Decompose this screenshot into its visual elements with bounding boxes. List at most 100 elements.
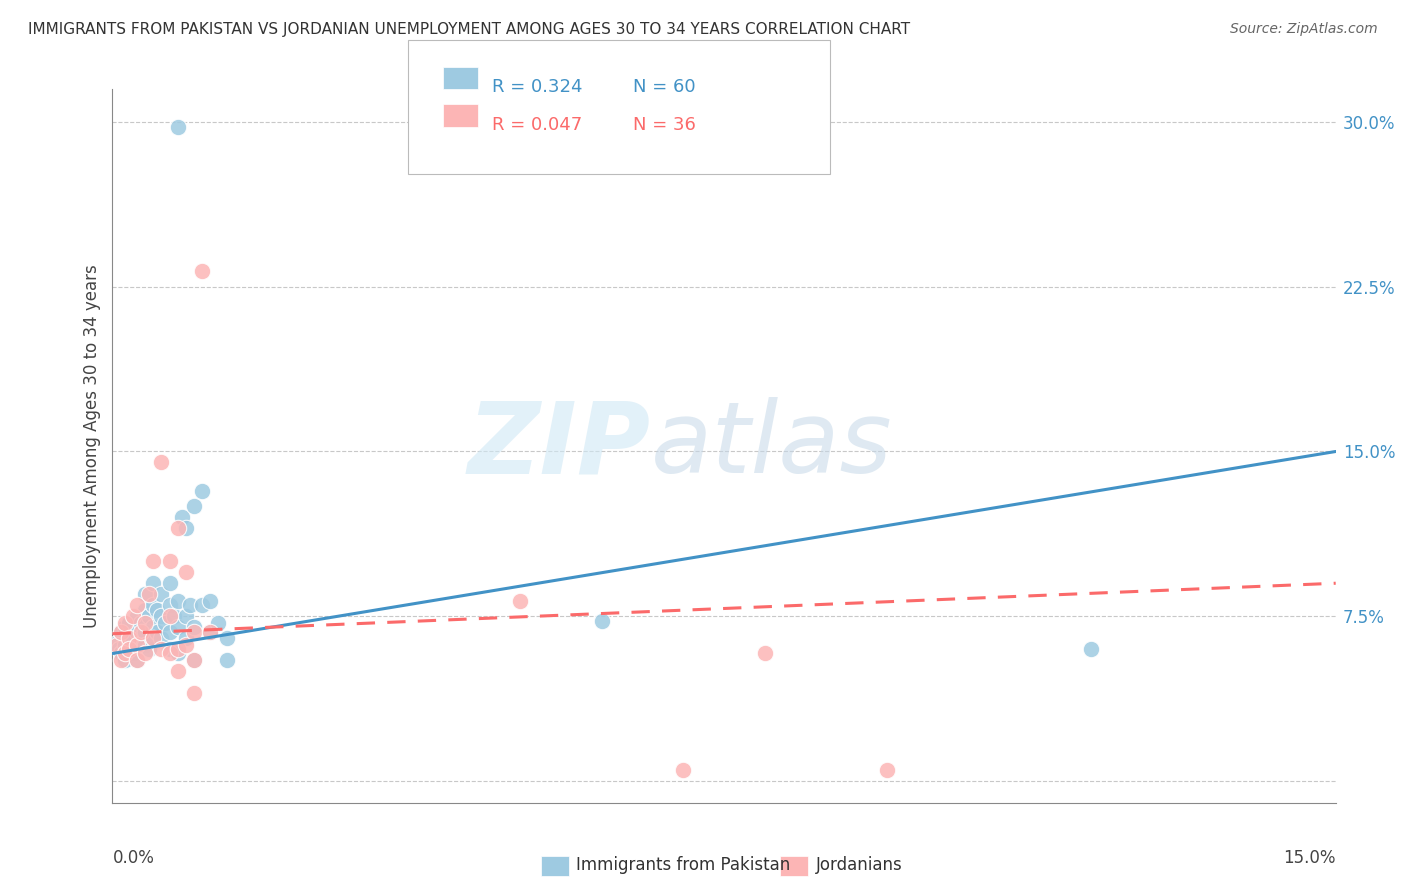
Point (159, 624, 181, 639)
Point (215, 653, 238, 667)
Point (174, 631, 197, 645)
Point (134, 615, 156, 630)
Point (509, 594, 531, 608)
Point (591, 614, 613, 628)
Point (159, 554, 181, 568)
Point (122, 631, 145, 645)
Point (166, 664, 188, 678)
Point (142, 620, 165, 634)
Point (183, 620, 205, 634)
Point (118, 635, 141, 649)
Point (166, 521, 188, 535)
Text: R = 0.047: R = 0.047 (492, 116, 582, 134)
Point (114, 615, 136, 630)
Point (159, 642, 181, 657)
Text: N = 60: N = 60 (633, 78, 696, 96)
Point (174, 638, 197, 652)
Point (191, 598, 214, 612)
Text: IMMIGRANTS FROM PAKISTAN VS JORDANIAN UNEMPLOYMENT AMONG AGES 30 TO 34 YEARS COR: IMMIGRANTS FROM PAKISTAN VS JORDANIAN UN… (28, 22, 910, 37)
Point (146, 602, 169, 616)
Point (125, 653, 148, 667)
Point (166, 642, 188, 657)
Point (146, 624, 169, 639)
Text: atlas: atlas (651, 398, 893, 494)
Point (191, 264, 214, 278)
Point (207, 615, 229, 630)
Point (125, 638, 148, 652)
Point (110, 647, 132, 661)
Point (138, 609, 160, 624)
Point (125, 653, 148, 667)
Point (142, 554, 165, 568)
Point (150, 455, 173, 469)
Point (159, 609, 181, 624)
Text: Jordanians: Jordanians (815, 856, 903, 874)
Point (114, 653, 136, 667)
Point (125, 598, 148, 612)
Point (170, 510, 193, 524)
Point (166, 594, 188, 608)
Text: ZIP: ZIP (468, 398, 651, 494)
Point (105, 638, 128, 652)
Point (215, 631, 238, 645)
Point (183, 500, 205, 514)
Point (159, 647, 181, 661)
Point (166, 120, 188, 134)
Point (672, 763, 695, 777)
Point (174, 521, 197, 535)
Point (142, 598, 165, 612)
Point (183, 686, 205, 700)
Point (183, 653, 205, 667)
Point (183, 624, 205, 639)
Point (129, 624, 152, 639)
Text: Immigrants from Pakistan: Immigrants from Pakistan (576, 856, 790, 874)
Point (142, 576, 165, 591)
Point (179, 598, 201, 612)
Point (155, 615, 177, 630)
Point (174, 566, 197, 580)
Point (110, 624, 132, 639)
Point (110, 624, 132, 639)
Point (114, 638, 136, 652)
Point (159, 576, 181, 591)
Text: R = 0.324: R = 0.324 (492, 78, 582, 96)
Point (191, 483, 214, 498)
Point (118, 631, 141, 645)
Point (118, 615, 141, 630)
Point (1080, 642, 1102, 657)
Point (166, 620, 188, 634)
Point (134, 647, 156, 661)
Point (108, 642, 131, 657)
Point (110, 653, 132, 667)
Point (183, 653, 205, 667)
Point (163, 609, 186, 624)
Text: Source: ZipAtlas.com: Source: ZipAtlas.com (1230, 22, 1378, 37)
Point (118, 647, 141, 661)
Text: N = 36: N = 36 (633, 116, 696, 134)
Point (150, 609, 173, 624)
Point (159, 598, 181, 612)
Point (134, 638, 156, 652)
Point (142, 631, 165, 645)
Point (134, 602, 156, 616)
Point (134, 624, 156, 639)
Point (200, 594, 222, 608)
Point (125, 609, 148, 624)
Point (134, 587, 156, 601)
Point (138, 587, 160, 601)
Point (142, 631, 165, 645)
Point (166, 647, 188, 661)
Point (174, 609, 197, 624)
Point (150, 631, 173, 645)
Point (122, 609, 145, 624)
Text: 0.0%: 0.0% (112, 849, 155, 867)
Point (122, 647, 145, 661)
Point (754, 647, 776, 661)
Point (150, 587, 173, 601)
Point (105, 635, 128, 649)
Point (129, 631, 152, 645)
Y-axis label: Unemployment Among Ages 30 to 34 years: Unemployment Among Ages 30 to 34 years (83, 264, 101, 628)
Point (200, 624, 222, 639)
Point (200, 624, 222, 639)
Text: 15.0%: 15.0% (1284, 849, 1336, 867)
